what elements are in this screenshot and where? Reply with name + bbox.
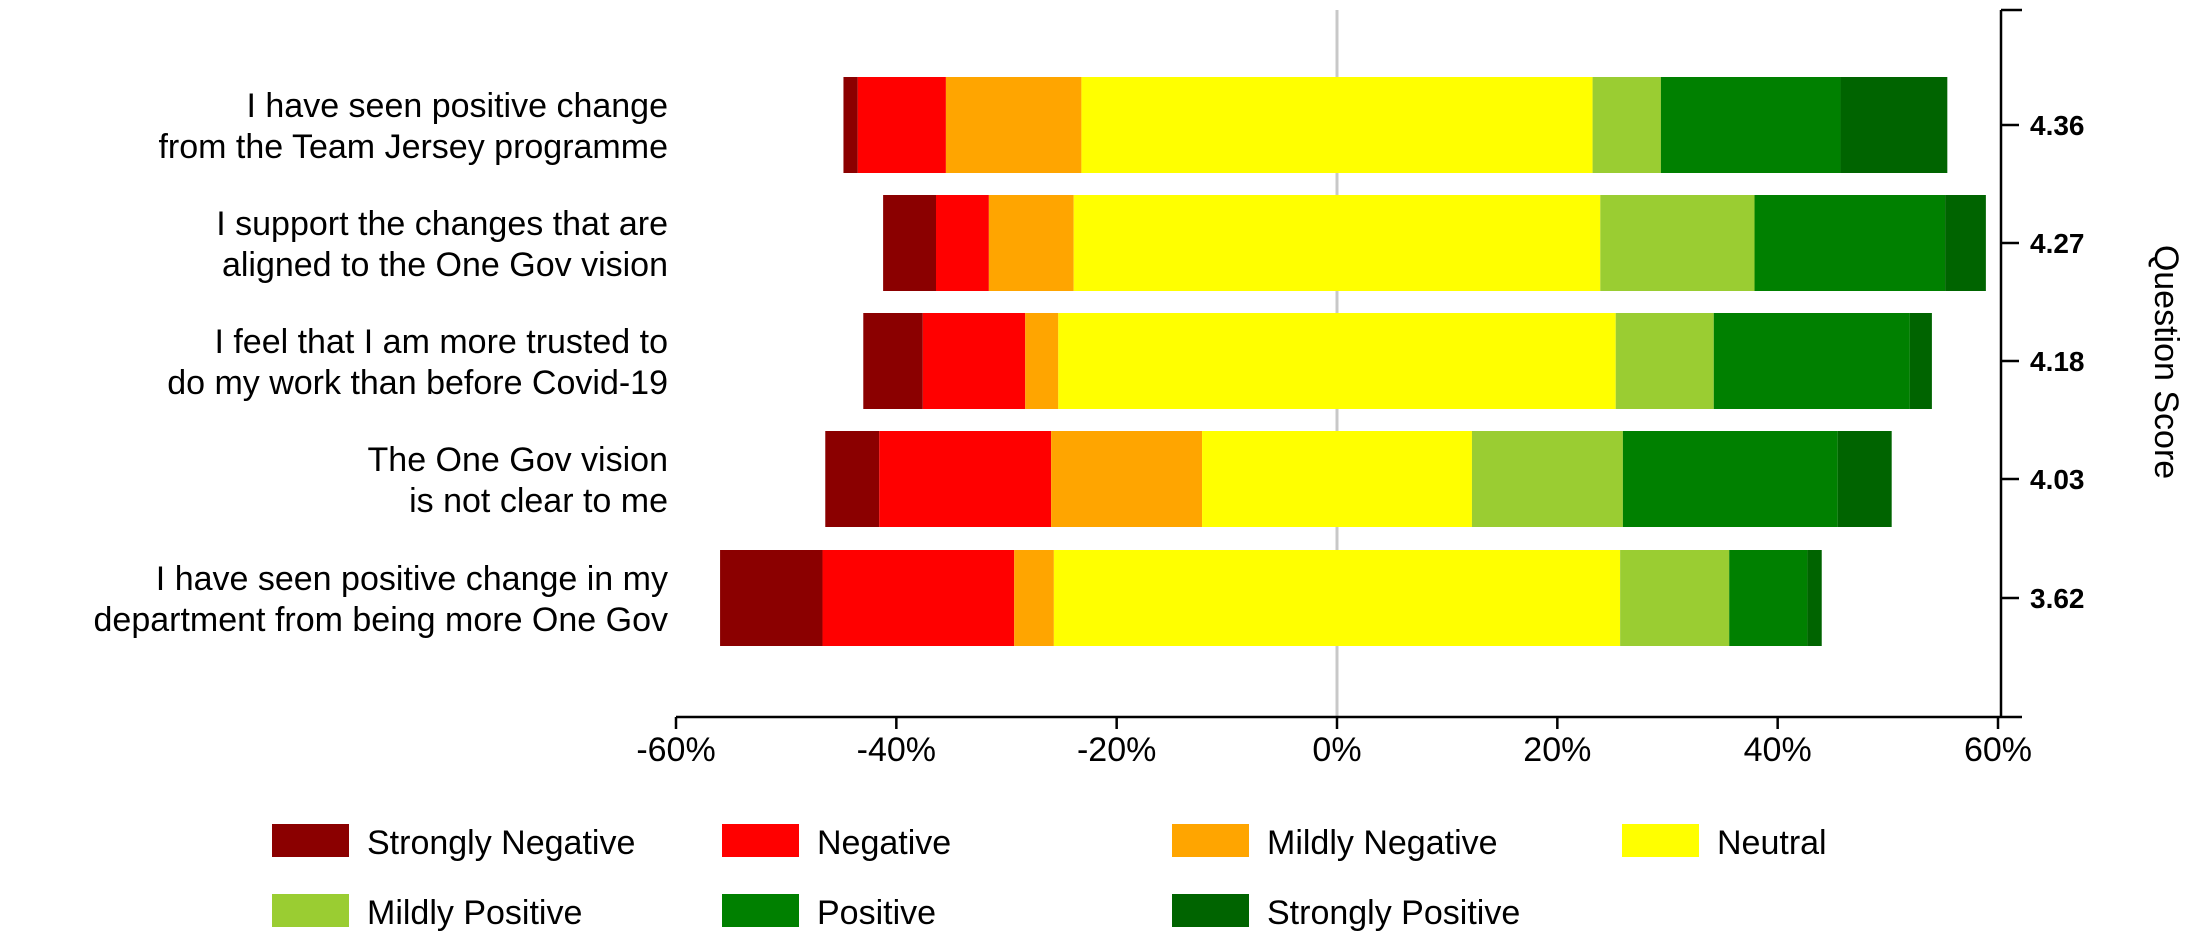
legend-label: Mildly Negative — [1267, 824, 1498, 862]
bar-negative-row-4 — [879, 431, 1052, 527]
score-label: 4.18 — [2030, 346, 2085, 377]
bar-neutral-row-5 — [1053, 550, 1621, 646]
bar-mildly-positive-row-1 — [1592, 77, 1661, 173]
x-tick-label: -40% — [857, 731, 936, 769]
legend-label: Neutral — [1717, 824, 1827, 862]
category-label: I support the changes that are aligned to… — [216, 205, 668, 284]
legend-label: Strongly Positive — [1267, 894, 1520, 932]
bar-mildly-positive-row-5 — [1620, 550, 1730, 646]
bar-strongly-positive-row-5 — [1807, 550, 1822, 646]
bar-mildly-negative-row-1 — [945, 77, 1082, 173]
bar-negative-row-2 — [935, 195, 989, 291]
bar-mildly-negative-row-3 — [1025, 313, 1059, 409]
category-label-line: from the Team Jersey programme — [158, 128, 668, 166]
x-tick-label: 20% — [1523, 731, 1591, 769]
legend-swatch — [722, 894, 799, 927]
bar-positive-row-3 — [1713, 313, 1910, 409]
category-label-line: I feel that I am more trusted to — [214, 323, 668, 361]
legend-swatch — [272, 824, 349, 857]
category-label: I feel that I am more trusted to do my wo… — [167, 323, 668, 402]
x-tick-label: 40% — [1744, 731, 1812, 769]
legend-swatch — [1172, 894, 1249, 927]
legend-swatch — [722, 824, 799, 857]
category-label: I have seen positive change in my departm… — [94, 560, 669, 639]
bar-positive-row-1 — [1660, 77, 1841, 173]
bar-mildly-negative-row-2 — [988, 195, 1074, 291]
legend-label: Negative — [817, 824, 951, 862]
bar-mildly-positive-row-2 — [1600, 195, 1755, 291]
bar-positive-row-5 — [1729, 550, 1808, 646]
category-label-line: The One Gov vision — [368, 441, 668, 479]
score-label: 3.62 — [2030, 583, 2085, 614]
bar-positive-row-4 — [1622, 431, 1838, 527]
bar-mildly-positive-row-4 — [1471, 431, 1623, 527]
legend-label: Strongly Negative — [367, 824, 635, 862]
category-label-line: I support the changes that are — [216, 205, 668, 243]
category-label-line: is not clear to me — [409, 482, 668, 520]
bar-strongly-positive-row-1 — [1840, 77, 1948, 173]
legend-swatch — [272, 894, 349, 927]
bar-neutral-row-1 — [1081, 77, 1593, 173]
bar-negative-row-1 — [857, 77, 946, 173]
bar-positive-row-2 — [1754, 195, 1946, 291]
bar-strongly-negative-row-3 — [863, 313, 923, 409]
score-label: 4.36 — [2030, 110, 2085, 141]
bar-strongly-negative-row-2 — [883, 195, 936, 291]
x-tick-label: -20% — [1077, 731, 1156, 769]
category-label-line: I have seen positive change — [246, 87, 668, 125]
bar-mildly-negative-row-4 — [1051, 431, 1203, 527]
legend-swatch — [1172, 824, 1249, 857]
score-label: 4.27 — [2030, 228, 2085, 259]
category-label-line: do my work than before Covid-19 — [167, 364, 668, 402]
x-tick-label: 60% — [1964, 731, 2032, 769]
bar-strongly-positive-row-2 — [1945, 195, 1986, 291]
bar-neutral-row-2 — [1073, 195, 1601, 291]
category-label: I have seen positive change from the Team… — [158, 87, 668, 166]
legend-label: Positive — [817, 894, 936, 932]
bar-strongly-positive-row-4 — [1837, 431, 1892, 527]
category-label-line: department from being more One Gov — [94, 601, 669, 639]
bar-neutral-row-3 — [1058, 313, 1616, 409]
category-label: The One Gov vision is not clear to me — [368, 441, 668, 520]
bar-negative-row-5 — [822, 550, 1015, 646]
category-label-line: I have seen positive change in my — [156, 560, 668, 598]
bar-mildly-positive-row-3 — [1615, 313, 1714, 409]
bar-strongly-negative-row-1 — [843, 77, 858, 173]
bar-strongly-negative-row-5 — [720, 550, 823, 646]
bar-strongly-negative-row-4 — [825, 431, 880, 527]
legend-swatch — [1622, 824, 1699, 857]
score-label: 4.03 — [2030, 464, 2085, 495]
x-tick-label: -60% — [636, 731, 715, 769]
legend-label: Mildly Positive — [367, 894, 582, 932]
right-axis-title: Question Score — [2147, 245, 2185, 479]
bar-strongly-positive-row-3 — [1909, 313, 1932, 409]
x-tick-label: 0% — [1312, 731, 1361, 769]
bar-negative-row-3 — [922, 313, 1026, 409]
bar-neutral-row-4 — [1202, 431, 1472, 527]
bar-mildly-negative-row-5 — [1014, 550, 1054, 646]
category-label-line: aligned to the One Gov vision — [222, 246, 668, 284]
